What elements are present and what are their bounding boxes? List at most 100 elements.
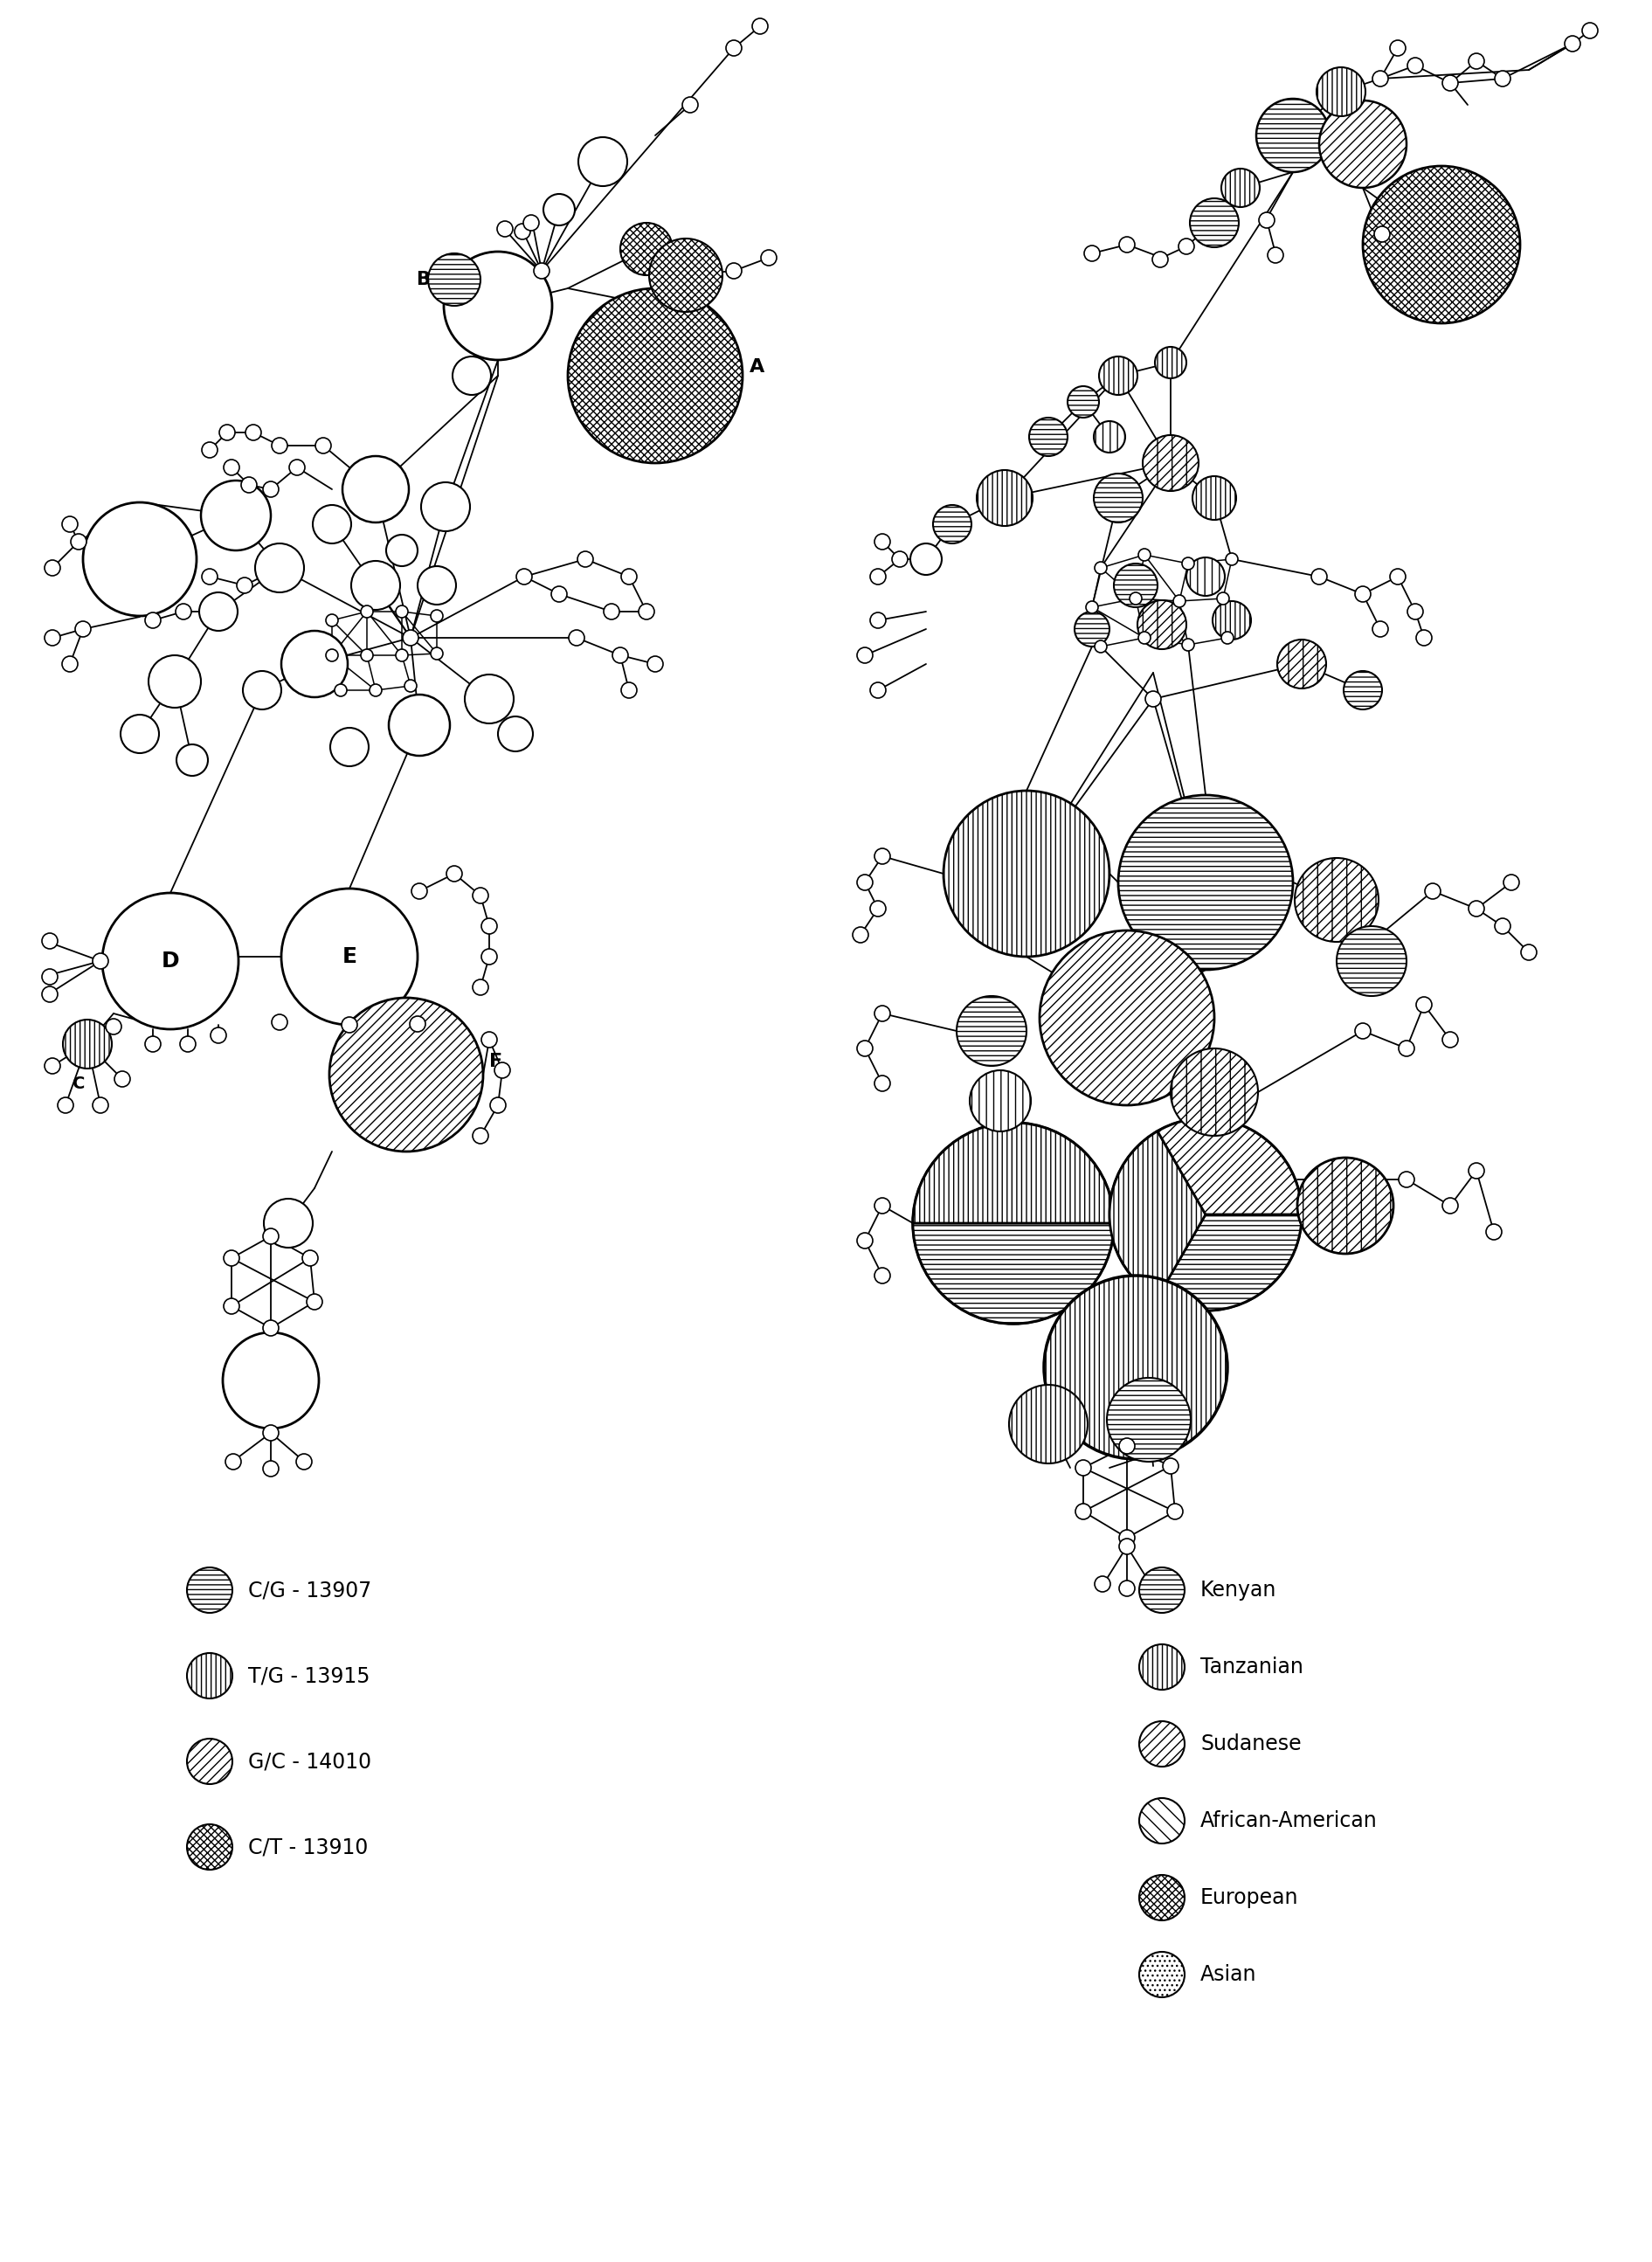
- Circle shape: [330, 728, 368, 767]
- Circle shape: [874, 848, 890, 864]
- Circle shape: [1168, 1504, 1183, 1520]
- Circle shape: [874, 534, 890, 550]
- Circle shape: [857, 875, 872, 891]
- Text: Asian: Asian: [1201, 1963, 1257, 1986]
- Circle shape: [910, 543, 942, 575]
- Circle shape: [106, 1018, 122, 1034]
- Circle shape: [517, 568, 532, 584]
- Circle shape: [263, 482, 279, 498]
- Circle shape: [472, 887, 489, 903]
- Circle shape: [970, 1070, 1031, 1131]
- Circle shape: [1138, 631, 1150, 645]
- Text: Sudanese: Sudanese: [1201, 1733, 1302, 1755]
- Circle shape: [329, 998, 482, 1151]
- Circle shape: [544, 195, 575, 226]
- Circle shape: [1267, 247, 1284, 262]
- Circle shape: [1044, 1276, 1227, 1459]
- Circle shape: [568, 287, 742, 464]
- Circle shape: [177, 744, 208, 776]
- Circle shape: [41, 934, 58, 948]
- Circle shape: [263, 1461, 279, 1477]
- Circle shape: [1140, 1568, 1184, 1613]
- Circle shape: [762, 249, 776, 265]
- Circle shape: [620, 222, 672, 276]
- Circle shape: [1469, 900, 1483, 916]
- Circle shape: [1143, 1577, 1160, 1592]
- Circle shape: [682, 97, 699, 113]
- Circle shape: [93, 1097, 109, 1113]
- Circle shape: [246, 425, 261, 441]
- Circle shape: [1118, 1581, 1135, 1597]
- Circle shape: [649, 238, 722, 312]
- Circle shape: [1171, 1047, 1259, 1136]
- Text: B: B: [416, 271, 430, 287]
- Circle shape: [1140, 1798, 1184, 1844]
- Circle shape: [444, 251, 552, 360]
- Circle shape: [497, 222, 512, 238]
- Circle shape: [494, 1063, 510, 1079]
- Circle shape: [1399, 1041, 1414, 1056]
- Circle shape: [1259, 213, 1275, 228]
- Circle shape: [271, 1013, 287, 1029]
- Circle shape: [1084, 247, 1100, 260]
- Circle shape: [1095, 640, 1107, 654]
- Circle shape: [187, 1654, 233, 1699]
- Circle shape: [1140, 1952, 1184, 1997]
- Circle shape: [857, 1233, 872, 1249]
- Circle shape: [281, 889, 418, 1025]
- Circle shape: [621, 683, 638, 699]
- Circle shape: [74, 622, 91, 638]
- Text: A: A: [750, 357, 765, 375]
- Circle shape: [410, 1016, 426, 1031]
- Circle shape: [874, 1267, 890, 1283]
- Circle shape: [1140, 1644, 1184, 1690]
- Circle shape: [387, 534, 418, 566]
- Circle shape: [236, 577, 253, 593]
- Circle shape: [1178, 238, 1194, 253]
- Circle shape: [497, 717, 534, 751]
- Circle shape: [296, 1454, 312, 1470]
- Circle shape: [1277, 640, 1327, 688]
- Circle shape: [1095, 1577, 1110, 1592]
- Circle shape: [1213, 602, 1251, 640]
- Circle shape: [1373, 70, 1388, 86]
- Circle shape: [472, 979, 489, 995]
- Circle shape: [307, 1294, 322, 1310]
- Circle shape: [1426, 882, 1441, 898]
- Circle shape: [342, 457, 408, 523]
- Circle shape: [1153, 251, 1168, 267]
- Text: E: E: [342, 946, 357, 968]
- Circle shape: [1145, 692, 1161, 706]
- Circle shape: [200, 593, 238, 631]
- Circle shape: [1118, 1529, 1135, 1545]
- Circle shape: [874, 1074, 890, 1090]
- Circle shape: [1118, 1439, 1135, 1454]
- Circle shape: [289, 459, 306, 475]
- Circle shape: [481, 948, 497, 964]
- Circle shape: [58, 1097, 73, 1113]
- Circle shape: [45, 629, 59, 645]
- Circle shape: [145, 1036, 160, 1052]
- Circle shape: [223, 1298, 240, 1314]
- Circle shape: [1218, 593, 1229, 604]
- Circle shape: [857, 647, 872, 663]
- Circle shape: [446, 866, 463, 882]
- Circle shape: [302, 1251, 317, 1267]
- Circle shape: [1408, 57, 1422, 72]
- Wedge shape: [1158, 1215, 1302, 1310]
- Circle shape: [1163, 1459, 1178, 1475]
- Circle shape: [225, 1454, 241, 1470]
- Circle shape: [1503, 875, 1520, 891]
- Circle shape: [1138, 599, 1186, 649]
- Circle shape: [325, 649, 339, 661]
- Circle shape: [613, 647, 628, 663]
- Circle shape: [102, 893, 238, 1029]
- Circle shape: [149, 656, 202, 708]
- Circle shape: [145, 613, 160, 629]
- Circle shape: [405, 681, 416, 692]
- Circle shape: [114, 1072, 131, 1086]
- Circle shape: [418, 566, 456, 604]
- Circle shape: [1107, 1378, 1191, 1461]
- Circle shape: [874, 1007, 890, 1022]
- Circle shape: [187, 1823, 233, 1871]
